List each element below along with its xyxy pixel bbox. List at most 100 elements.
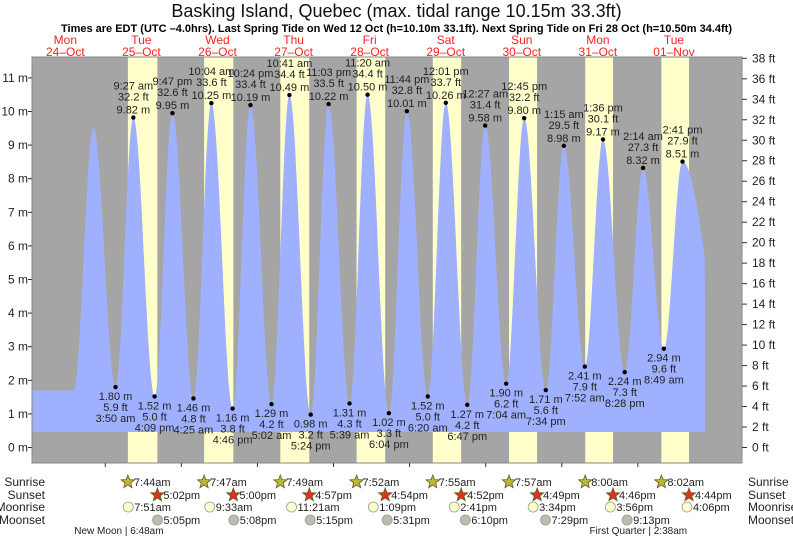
sunset-icon [529,486,545,502]
high-tide-meters: 9.95 m [156,100,190,112]
right-axis-label: 6 ft [752,379,769,393]
low-tide-feet: 4.2 ft [455,420,479,432]
moonset-icon [152,514,163,526]
day-of-week-label: Fri [363,33,377,47]
high-tide-marker [600,137,606,142]
high-tide-meters: 9.17 m [586,126,620,138]
left-axis-label: 8 m [8,172,28,186]
moonset-icon [228,514,240,526]
moonset-icon [540,514,551,526]
high-tide-feet: 27.9 ft [667,136,698,148]
high-tide-meters: 10.01 m [387,98,427,110]
high-tide-meters: 9.82 m [117,105,151,117]
right-axis-label: 28 ft [752,154,776,168]
chart-subtitle: Times are EDT (UTC –4.0hrs). Last Spring… [61,23,732,35]
right-axis-label: 2 ft [752,420,769,434]
high-tide-marker [326,101,331,107]
low-tide-marker [661,346,667,351]
low-tide-marker [582,364,587,369]
sunrise-icon [120,473,136,489]
moonset-row-label-left: Moonset [0,513,46,527]
sunrise-time: 8:00am [591,477,628,489]
right-axis-label: 30 ft [752,133,776,147]
low-tide-meters: 2.41 m [568,371,602,383]
low-tide-feet: 4.3 ft [337,418,361,430]
low-tide-meters: 1.52 m [138,400,172,412]
moonset-time: 7:29pm [552,515,589,527]
left-axis-label: 3 m [8,340,28,354]
low-tide-marker [152,394,157,399]
high-tide-feet: 34.4 ft [352,69,383,81]
low-tide-marker [465,402,470,408]
right-axis-label: 36 ft [752,72,776,86]
high-tide-meters: 9.58 m [468,113,502,125]
right-axis-label: 18 ft [752,256,776,270]
sunset-time: 4:46pm [619,490,656,502]
moonrise-time: 7:51am [134,502,171,514]
low-tide-time: 4:09 pm [135,422,175,434]
sunset-icon [453,486,469,502]
sunrise-icon [196,473,212,489]
day-of-week-label: Wed [205,33,229,47]
right-axis-label: 34 ft [752,92,776,106]
high-tide-time: 1:15 am [544,109,584,121]
right-axis-label: 26 ft [752,174,776,188]
right-axis-label: 38 ft [752,51,776,65]
low-tide-marker [308,412,313,417]
right-axis-label: 0 ft [752,441,769,455]
low-tide-marker [230,406,235,411]
left-axis-label: 1 m [8,407,28,421]
left-axis-label: 0 m [8,441,28,455]
high-tide-meters: 10.22 m [309,91,349,103]
moon-phase-label: First Quarter | 2:38am [589,526,687,537]
high-tide-time: 2:14 am [623,131,663,143]
right-axis-label: 4 ft [752,400,769,414]
high-tide-meters: 10.50 m [348,82,388,94]
right-axis-label: 20 ft [752,236,776,250]
left-axis-label: 2 m [8,373,28,387]
right-axis-label: 14 ft [752,297,776,311]
sunset-row-label-left: Sunset [8,488,46,502]
sunset-icon [605,486,621,502]
sunrise-icon [425,473,441,489]
date-label: 28–Oct [350,45,389,59]
moonset-time: 5:08pm [240,515,277,527]
high-tide-meters: 8.51 m [666,149,700,161]
day-of-week-label: Mon [586,33,609,47]
sunset-icon [225,486,242,502]
moonset-icon [459,514,471,526]
sunset-time: 5:02pm [163,490,200,502]
left-axis-label: 11 m [2,71,28,85]
left-axis-label: 4 m [8,306,28,320]
low-tide-meters: 1.46 m [177,402,211,414]
moonrise-time: 4:06pm [693,502,730,514]
left-axis-label: 5 m [8,273,28,287]
right-axis-label: 8 ft [752,359,769,373]
date-label: 01–Nov [653,45,694,59]
low-tide-marker [191,396,196,401]
low-tide-time: 7:34 pm [526,416,566,428]
tide-curve [32,94,705,432]
low-tide-marker [503,381,509,386]
high-tide-feet: 33.5 ft [313,78,344,90]
date-label: 25–Oct [122,45,161,59]
low-tide-marker [622,370,627,375]
high-tide-feet: 32.2 ft [118,92,149,104]
plot-frame [31,56,743,464]
date-label: 29–Oct [426,45,465,59]
sunrise-icon [348,473,365,489]
right-axis-label: 12 ft [752,318,776,332]
high-tide-feet: 29.5 ft [549,120,580,132]
high-tide-feet: 34.4 ft [274,69,305,81]
high-tide-meters: 8.98 m [547,133,581,145]
low-tide-meters: 1.27 m [450,409,484,421]
low-tide-marker [386,411,392,416]
moonrise-icon [604,501,616,513]
low-tide-time: 6:20 am [408,422,448,434]
sunrise-icon [577,473,593,489]
moonrise-time: 9:33am [216,502,253,514]
high-tide-marker [443,100,448,105]
sunrise-time: 7:44am [134,477,171,489]
high-tide-time: 12:01 pm [423,66,469,78]
sunrise-icon [272,473,289,489]
